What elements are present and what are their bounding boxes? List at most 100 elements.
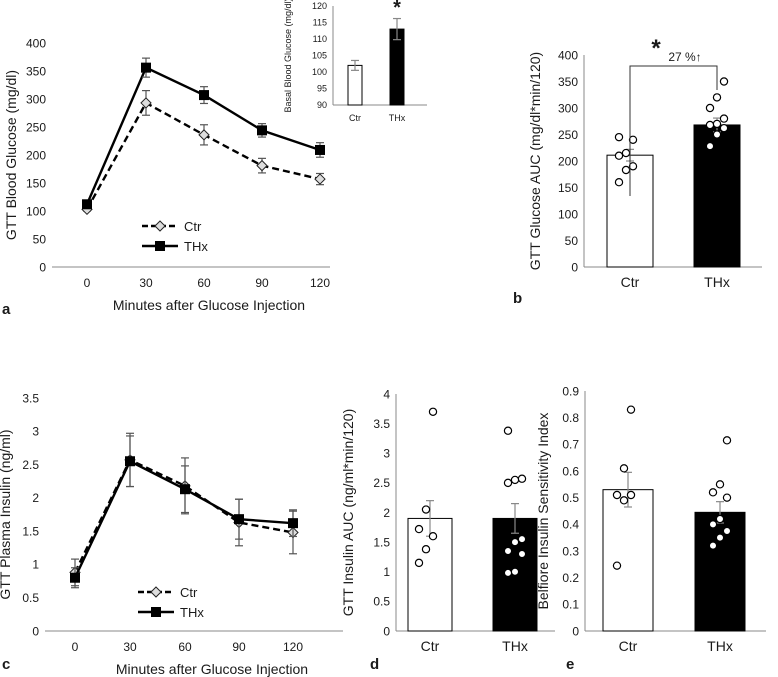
- y-axis-title: GTT Plasma Insulin (ng/ml): [0, 429, 13, 599]
- individual-data-point: [510, 567, 520, 576]
- y-tick-label: 300: [26, 92, 46, 106]
- y-tick-label: 1: [383, 565, 390, 579]
- data-point-square: [288, 518, 298, 529]
- individual-data-point: [421, 545, 431, 554]
- series-line: [73, 458, 294, 573]
- x-category-label: Ctr: [349, 113, 361, 123]
- individual-data-point: [719, 123, 729, 133]
- individual-data-point: [517, 474, 527, 483]
- bar-ctr: [602, 489, 654, 632]
- individual-data-point: [712, 93, 722, 102]
- legend-label: Ctr: [180, 585, 198, 600]
- y-tick-label: 200: [26, 148, 46, 162]
- y-tick-label: 300: [558, 101, 578, 115]
- y-tick-label: 0.9: [562, 384, 579, 398]
- legend-marker: [155, 241, 165, 251]
- data-point-diamond: [140, 97, 152, 109]
- series-line: [85, 101, 321, 210]
- significance-bracket: [629, 65, 718, 196]
- y-tick-label: 0.7: [562, 438, 579, 452]
- x-tick-label: 120: [310, 276, 330, 290]
- x-tick-label: 30: [123, 640, 137, 654]
- legend-label: THx: [184, 239, 208, 254]
- y-tick-label: 0: [571, 260, 578, 274]
- x-tick-label: 60: [178, 640, 192, 654]
- individual-data-point: [619, 496, 629, 505]
- individual-data-point: [612, 490, 622, 500]
- y-tick-label: 0.8: [562, 411, 579, 425]
- panel-label-c: c: [2, 656, 10, 673]
- individual-data-point: [621, 165, 631, 175]
- bar-ctr: [347, 64, 363, 106]
- individual-data-point: [421, 505, 431, 514]
- individual-data-point: [722, 526, 732, 536]
- significance-star: *: [651, 35, 661, 62]
- x-category-label: THx: [389, 113, 406, 123]
- y-tick-label: 3: [383, 447, 390, 461]
- y-tick-label: 1.5: [22, 524, 39, 538]
- y-tick-label: 250: [26, 120, 46, 134]
- x-category-label: THx: [704, 274, 730, 290]
- y-tick-label: 0.3: [562, 544, 579, 558]
- y-tick-label: 3: [32, 425, 39, 439]
- y-tick-label: 150: [558, 181, 578, 195]
- data-point-square: [70, 572, 80, 583]
- y-axis-title: Belfiore Insulin Sensitivity Index: [535, 413, 551, 610]
- y-tick-label: 0.5: [562, 491, 579, 505]
- y-tick-label: 2.5: [373, 476, 390, 490]
- bar-thx: [694, 511, 746, 632]
- y-tick-label: 0.5: [373, 595, 390, 609]
- data-point-square: [180, 484, 190, 495]
- individual-data-point: [712, 119, 722, 129]
- legend-label: THx: [180, 605, 204, 620]
- legend-marker: [151, 607, 161, 617]
- x-category-label: THx: [502, 638, 528, 654]
- y-tick-label: 0: [383, 624, 390, 638]
- x-tick-label: 30: [139, 276, 153, 290]
- data-point-diamond: [314, 173, 326, 185]
- individual-data-point: [510, 475, 520, 485]
- data-point-square: [257, 125, 267, 136]
- y-tick-label: 100: [26, 204, 46, 218]
- individual-data-point: [715, 533, 725, 542]
- y-tick-label: 2.5: [22, 458, 39, 472]
- panel-label-e: e: [566, 656, 574, 673]
- y-tick-label: 4: [383, 387, 390, 401]
- individual-data-point: [510, 537, 520, 547]
- individual-data-point: [517, 549, 527, 559]
- individual-data-point: [715, 514, 725, 524]
- x-category-label: Ctr: [619, 638, 638, 654]
- data-point-square: [199, 90, 209, 101]
- percent-change-label: 27 %↑: [668, 50, 701, 64]
- y-tick-label: 110: [313, 34, 327, 44]
- series-line: [73, 459, 294, 579]
- individual-data-point: [708, 488, 718, 497]
- y-tick-label: 0.4: [562, 518, 579, 532]
- data-point-square: [234, 514, 244, 525]
- individual-data-point: [517, 534, 527, 544]
- y-tick-label: 3.5: [373, 417, 390, 431]
- x-category-label: Ctr: [421, 638, 440, 654]
- significance-star: *: [393, 0, 401, 19]
- y-tick-label: 115: [313, 18, 327, 28]
- individual-data-point: [626, 490, 636, 500]
- individual-data-point: [705, 103, 715, 113]
- individual-data-point: [628, 135, 638, 144]
- individual-data-point: [722, 436, 732, 445]
- y-tick-label: 95: [317, 84, 327, 94]
- x-category-label: Ctr: [621, 274, 640, 290]
- individual-data-point: [612, 561, 622, 570]
- x-tick-label: 90: [232, 640, 246, 654]
- y-tick-label: 400: [26, 36, 46, 50]
- individual-data-point: [614, 132, 624, 142]
- x-tick-label: 120: [283, 640, 303, 654]
- y-tick-label: 100: [312, 67, 327, 77]
- bar-thx: [389, 28, 405, 106]
- individual-data-point: [708, 520, 718, 529]
- data-point-square: [125, 456, 135, 467]
- y-tick-label: 2: [32, 491, 39, 505]
- x-tick-label: 90: [255, 276, 269, 290]
- individual-data-point: [626, 405, 636, 414]
- individual-data-point: [715, 480, 725, 489]
